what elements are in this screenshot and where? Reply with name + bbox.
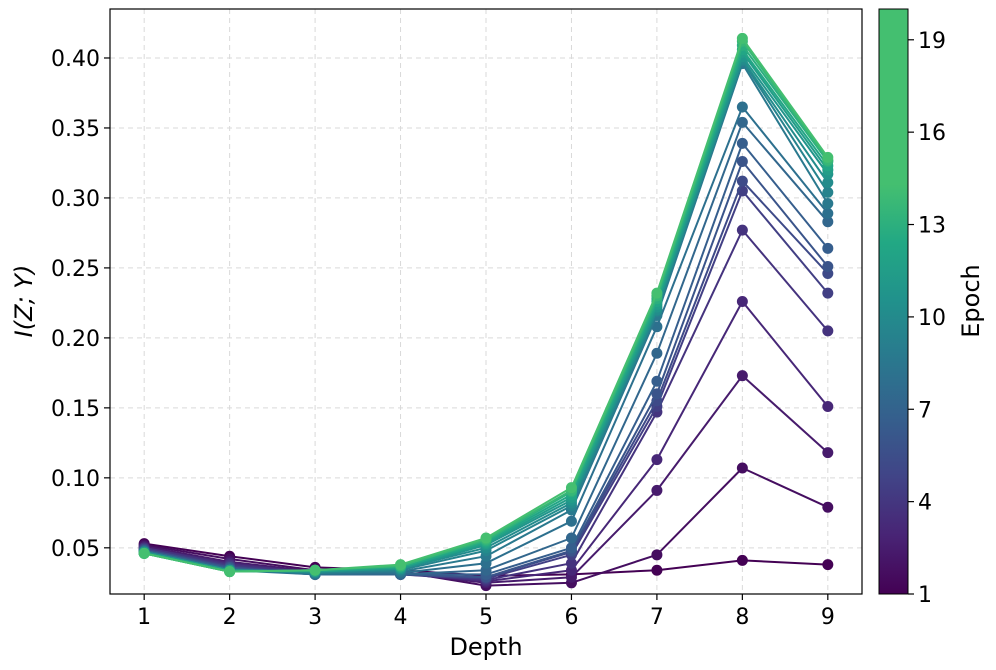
- colorbar: 1 4 7 10 13 16 19 Epoch: [878, 8, 985, 608]
- data-point: [736, 224, 748, 236]
- data-point: [651, 388, 663, 400]
- y-tick-label: 0.25: [51, 257, 100, 282]
- colorbar-tick-label: 4: [918, 491, 932, 516]
- x-tick-label: 7: [650, 605, 664, 630]
- grid: [110, 9, 862, 594]
- series-group: [138, 32, 834, 592]
- y-tick-label: 0.10: [51, 467, 100, 492]
- data-point: [822, 501, 834, 513]
- data-point: [565, 542, 577, 554]
- data-point: [822, 186, 834, 198]
- data-point: [651, 287, 663, 299]
- data-point: [480, 532, 492, 544]
- data-point: [565, 532, 577, 544]
- data-point: [822, 216, 834, 228]
- colorbar-tick-label: 16: [918, 121, 946, 146]
- y-tick-label: 0.05: [51, 537, 100, 562]
- data-point: [395, 559, 407, 571]
- data-point: [651, 484, 663, 496]
- data-point: [822, 559, 834, 571]
- y-tick-label: 0.35: [51, 117, 100, 142]
- data-point: [736, 462, 748, 474]
- x-tick-label: 1: [137, 605, 151, 630]
- data-point: [309, 564, 321, 576]
- data-point: [822, 447, 834, 459]
- data-point: [822, 400, 834, 412]
- data-point: [822, 325, 834, 337]
- data-point: [822, 198, 834, 210]
- data-point: [822, 287, 834, 299]
- y-tick-label: 0.40: [51, 47, 100, 72]
- data-point: [822, 261, 834, 273]
- x-tick-label: 2: [223, 605, 237, 630]
- data-point: [736, 156, 748, 168]
- colorbar-tick-label: 19: [918, 29, 946, 54]
- x-axis-label: Depth: [449, 633, 522, 661]
- x-tick-label: 5: [479, 605, 493, 630]
- data-point: [651, 375, 663, 387]
- data-point: [736, 32, 748, 44]
- data-point: [736, 137, 748, 149]
- data-point: [565, 515, 577, 527]
- colorbar-gradient: [878, 8, 909, 595]
- colorbar-tick-label: 10: [918, 306, 946, 331]
- colorbar-tick-label: 1: [918, 583, 932, 608]
- colorbar-label: Epoch: [957, 264, 985, 338]
- x-tick-label: 3: [308, 605, 322, 630]
- x-tick-label: 9: [821, 605, 835, 630]
- data-point: [651, 564, 663, 576]
- data-point: [736, 101, 748, 113]
- colorbar-tick-label: 7: [918, 398, 932, 423]
- x-axis: 1 2 3 4 5 6 7 8 9: [137, 594, 835, 630]
- data-point: [565, 557, 577, 569]
- y-tick-label: 0.20: [51, 327, 100, 352]
- series-epoch-20: [138, 32, 834, 578]
- data-point: [822, 207, 834, 219]
- data-point: [651, 347, 663, 359]
- data-point: [736, 116, 748, 128]
- data-point: [736, 554, 748, 566]
- y-axis: 0.05 0.10 0.15 0.20 0.25 0.30 0.35 0.40: [51, 47, 110, 562]
- data-point: [224, 566, 236, 578]
- y-tick-label: 0.30: [51, 187, 100, 212]
- colorbar-ticks: 1 4 7 10 13 16 19: [908, 29, 946, 608]
- y-tick-label: 0.15: [51, 397, 100, 422]
- x-tick-label: 4: [394, 605, 408, 630]
- data-point: [822, 151, 834, 163]
- data-point: [822, 177, 834, 189]
- x-tick-label: 8: [735, 605, 749, 630]
- data-point: [736, 296, 748, 307]
- x-tick-label: 6: [564, 605, 578, 630]
- data-point: [651, 454, 663, 466]
- colorbar-tick-label: 13: [918, 214, 946, 239]
- data-point: [736, 175, 748, 187]
- y-axis-label: I(Z; Y): [10, 265, 38, 338]
- data-point: [822, 242, 834, 254]
- data-point: [138, 547, 150, 559]
- data-point: [565, 482, 577, 494]
- data-point: [651, 549, 663, 561]
- data-point: [736, 370, 748, 382]
